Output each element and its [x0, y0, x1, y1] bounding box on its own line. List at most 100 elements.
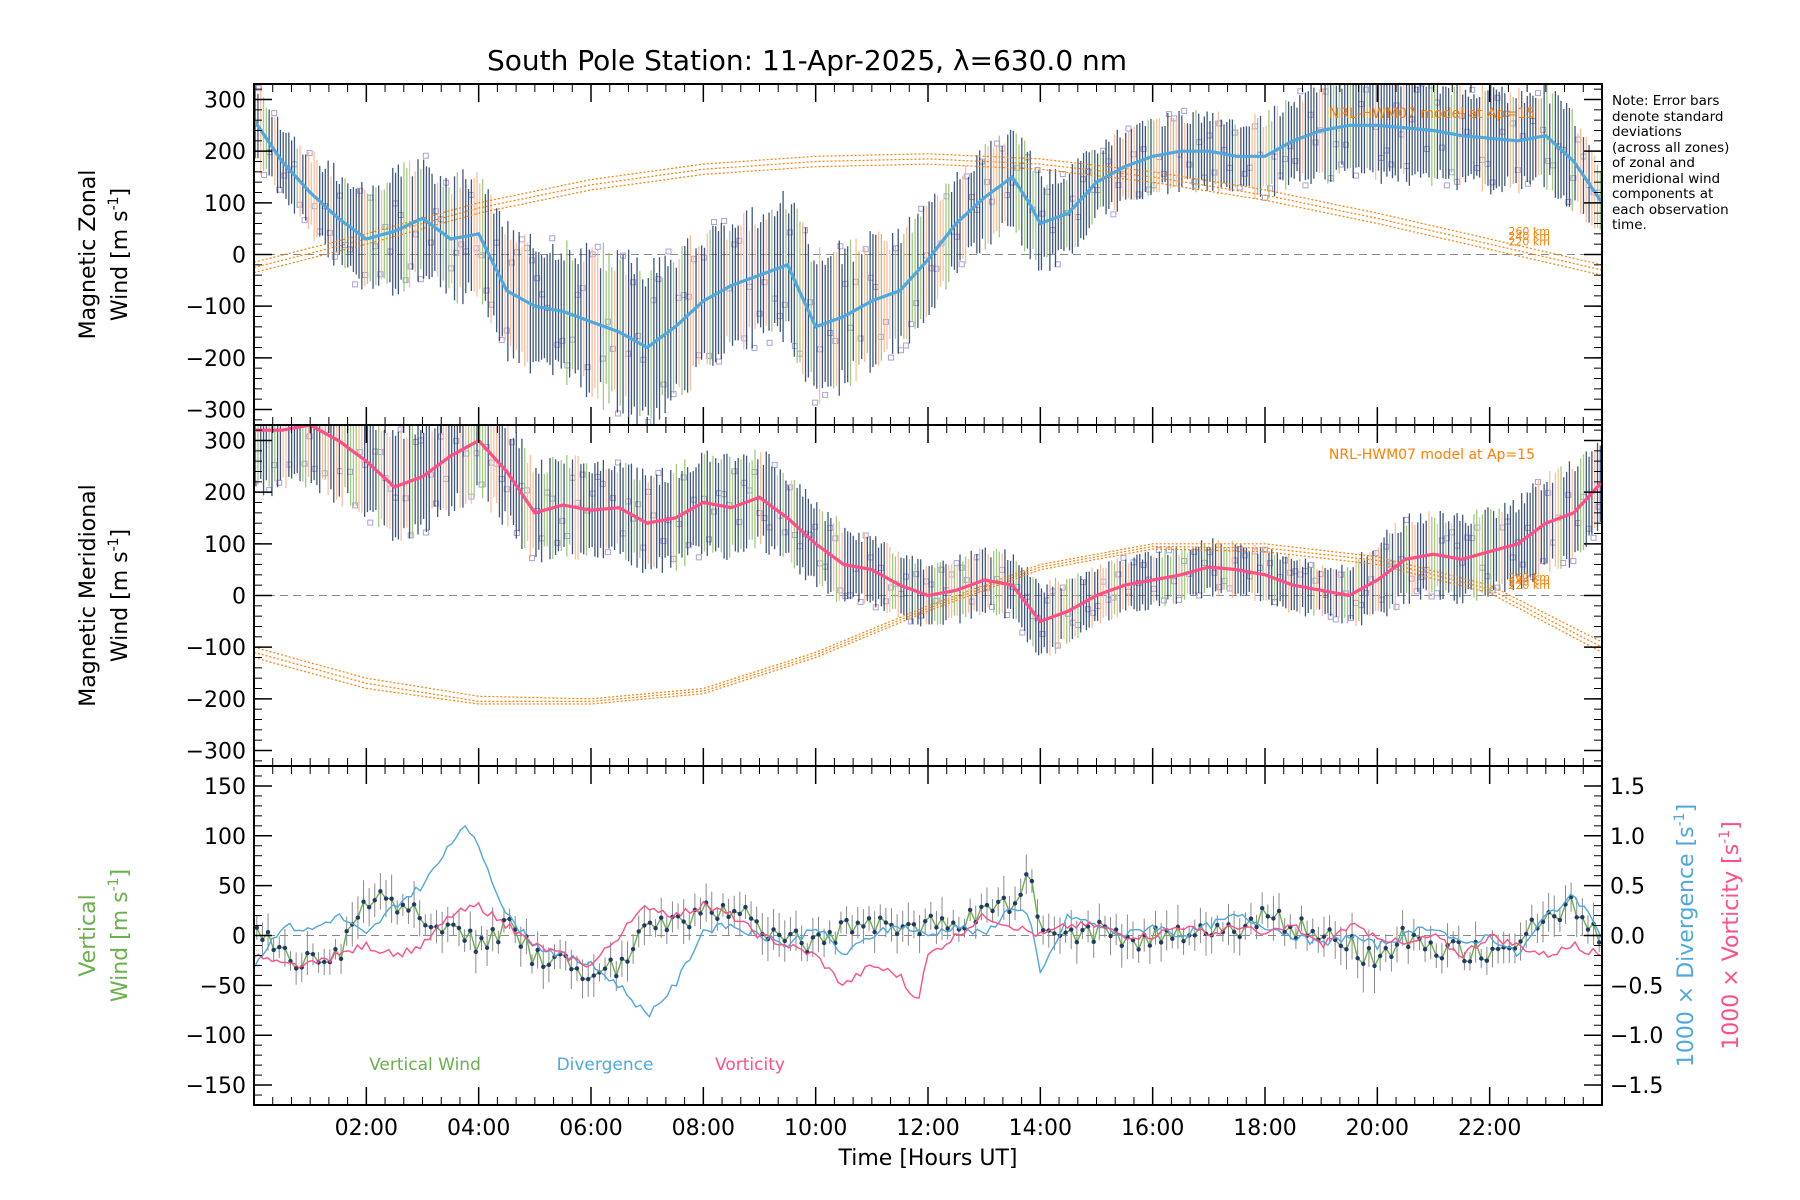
y-tick-label: −300 [186, 399, 246, 424]
y-tick-label: 100 [204, 825, 246, 850]
vertical-wind-point [1428, 940, 1433, 945]
zone-point [1039, 630, 1046, 637]
zone-point [402, 277, 409, 284]
zone-point [903, 342, 910, 349]
divergence-axis-close: ] [1674, 804, 1699, 813]
vertical-wind-point [501, 917, 507, 923]
vertical-wind-point [1377, 953, 1383, 959]
note-line: components at [1612, 186, 1714, 202]
vertical-wind-point [265, 929, 271, 935]
zone-point [534, 275, 541, 282]
note-line: deviations [1612, 124, 1682, 140]
legend-entry: Divergence [557, 1055, 654, 1075]
vertical-wind-point [1231, 929, 1237, 935]
zone-point [1115, 571, 1122, 578]
zone-point [781, 529, 788, 536]
zone-point [1110, 594, 1117, 601]
zone-point [958, 564, 965, 571]
y-tick-label: 0 [232, 244, 246, 269]
model-curve-260km [254, 543, 1602, 700]
zone-point [1312, 577, 1319, 584]
vertical-wind-point [878, 915, 883, 920]
vertical-wind-point [1439, 956, 1445, 961]
vertical-wind-point [1361, 961, 1366, 967]
zone-point [508, 259, 515, 266]
zone-point [1135, 191, 1142, 198]
vertical-wind-point [1327, 927, 1332, 932]
zone-point [357, 449, 364, 456]
zone-point [665, 248, 672, 255]
vertical-wind-point [1495, 946, 1501, 952]
vertical-wind-point [569, 966, 574, 972]
vertical-wind-point [1147, 943, 1153, 948]
zone-point [635, 501, 642, 508]
model-level-label: 260 km [1508, 571, 1550, 584]
vertical-wind-point [445, 922, 450, 927]
y-tick-label: −100 [186, 636, 246, 661]
x-tick-label: 06:00 [559, 1116, 622, 1141]
zone-point [731, 241, 738, 248]
right-y-tick-label: 0.5 [1610, 875, 1645, 900]
zone-point [483, 287, 490, 294]
zone-point [529, 555, 536, 562]
vertical-wind-point [546, 962, 552, 967]
zone-point [771, 461, 778, 468]
vertical-wind-point [1001, 895, 1007, 901]
zone-point [761, 279, 768, 286]
vertical-wind-point [389, 896, 394, 901]
vertical-wind-point [1557, 917, 1563, 923]
zone-point [837, 243, 844, 250]
vertical-wind-point [939, 916, 945, 921]
zone-point [1464, 128, 1471, 135]
vertical-wind-point [1552, 914, 1557, 919]
vertical-wind-point [681, 919, 686, 924]
zone-point [1085, 168, 1092, 175]
vertical-wind-point [602, 966, 608, 971]
note-line: denote standard [1612, 108, 1724, 125]
zone-point [1388, 161, 1395, 168]
zone-point [1176, 596, 1183, 603]
zone-point [377, 271, 384, 278]
vertical-wind-point [417, 916, 422, 921]
error-bar-note: Note: Error bars denote standard deviati… [1612, 93, 1792, 234]
zone-point [1292, 158, 1299, 165]
zone-point [721, 217, 728, 224]
zone-point [1181, 107, 1188, 114]
zone-point [807, 299, 814, 306]
y-axis-label-line2: Wind [m s-1] [106, 869, 133, 1002]
zone-point [422, 152, 429, 159]
vertical-panel: Vertical Wind Divergence Vorticity −1.5 −1.0… [76, 765, 1744, 1171]
y-tick-label: 0 [232, 925, 246, 950]
y-tick-label: 100 [204, 192, 246, 217]
vertical-wind-point [715, 916, 720, 922]
zone-point [1590, 534, 1597, 541]
vertical-wind-point [838, 920, 844, 925]
vertical-wind-point [541, 964, 546, 970]
zone-point [604, 549, 611, 556]
zone-point [887, 354, 894, 361]
vertical-wind-point [1091, 939, 1096, 945]
zone-point [1545, 157, 1552, 164]
zone-point [963, 576, 970, 583]
vertical-wind-point [473, 949, 479, 954]
vertical-wind-point [1523, 931, 1529, 937]
zone-point [1236, 184, 1243, 191]
vertical-wind-point [1271, 916, 1276, 921]
vertical-wind-point [1518, 939, 1523, 944]
vertical-wind-point [1248, 916, 1254, 921]
zone-point [453, 437, 460, 444]
vertical-wind-point [642, 923, 647, 928]
zone-point [756, 310, 763, 317]
zone-point [1216, 120, 1223, 127]
vertical-wind-point [1119, 943, 1124, 949]
vertical-wind-point [535, 947, 540, 953]
vertical-wind-point [1462, 958, 1467, 964]
vertical-wind-point [1383, 945, 1388, 951]
model-label: NRL-HWM07 model at Ap=15 [1329, 447, 1535, 463]
zone-point [933, 265, 940, 272]
vertical-wind-point [821, 940, 827, 946]
vertical-wind-point [687, 924, 692, 930]
y-tick-label: −200 [186, 347, 246, 372]
vertical-wind-point [1529, 917, 1534, 922]
vertical-wind-point [310, 951, 316, 957]
